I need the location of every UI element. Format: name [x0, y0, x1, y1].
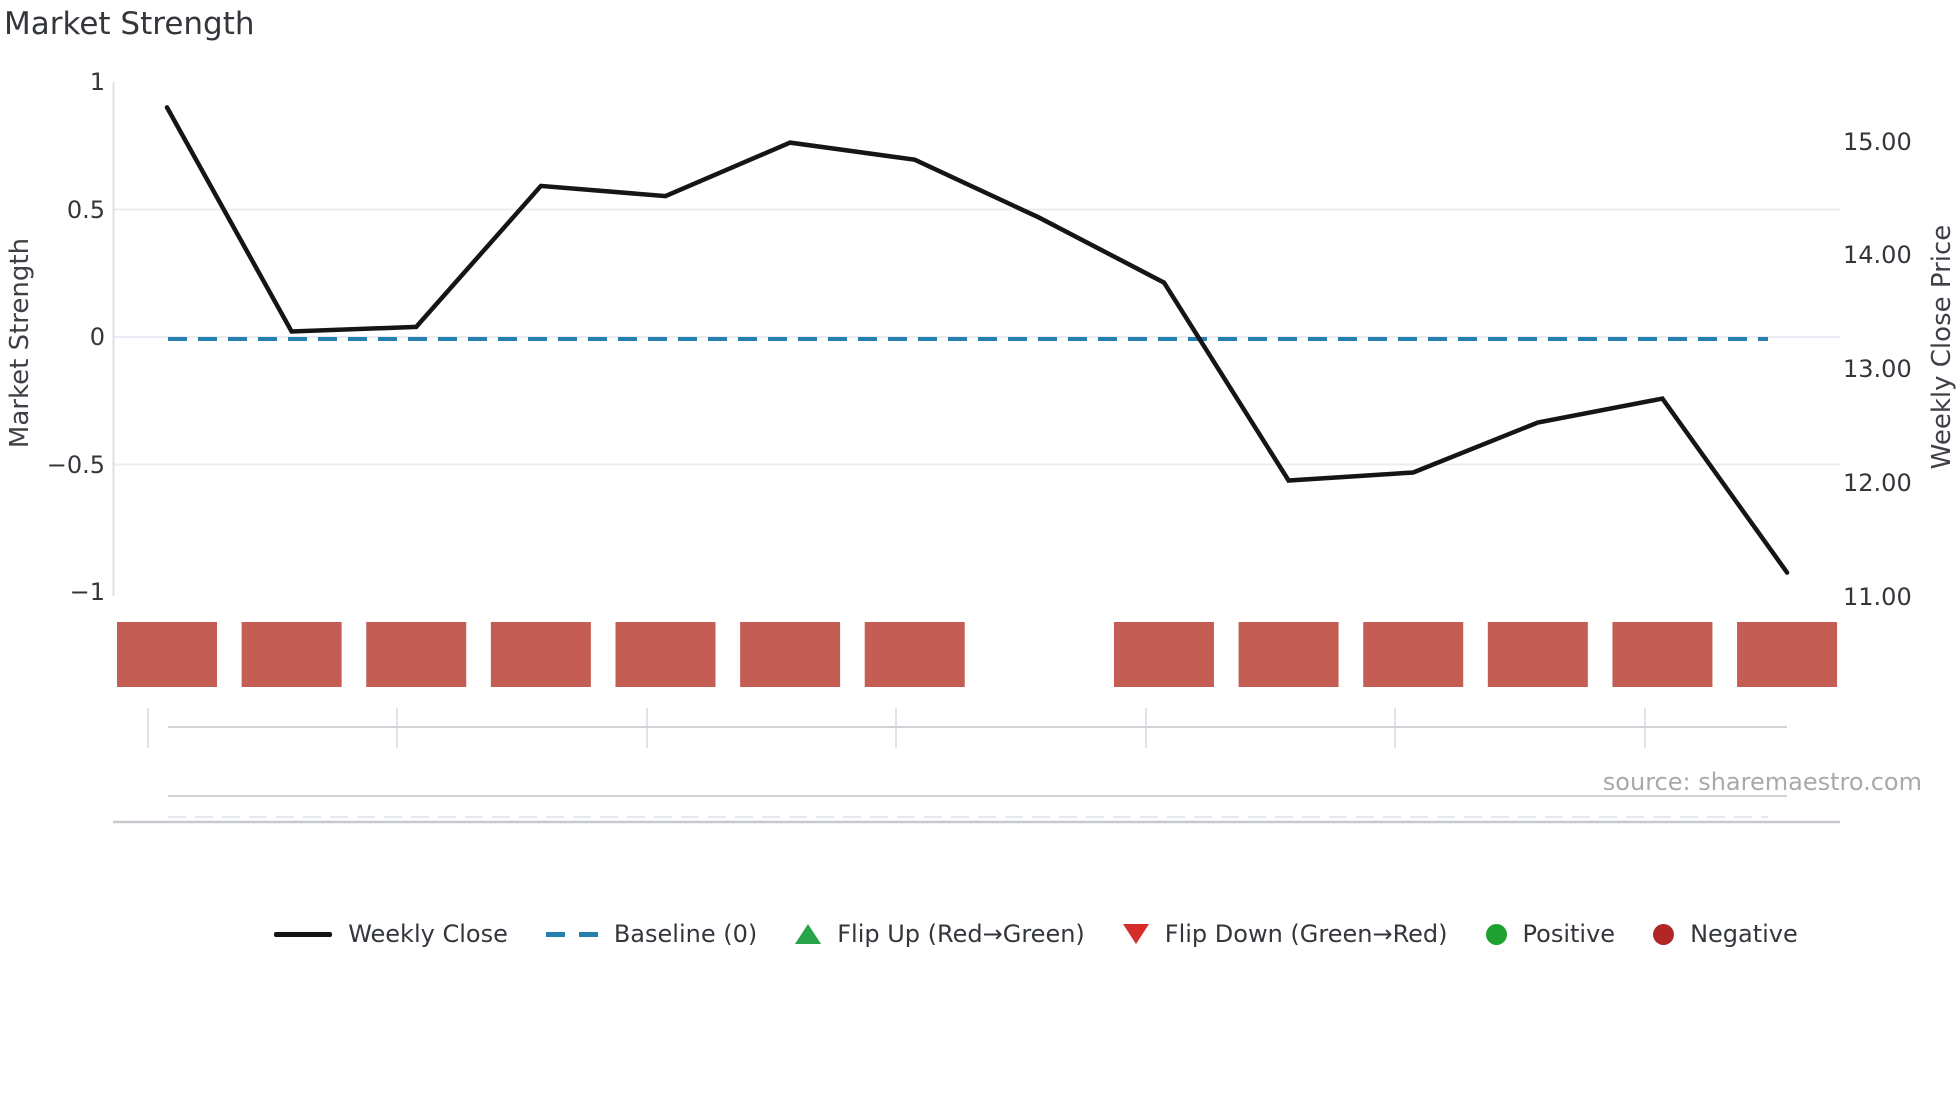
- legend-label: Positive: [1522, 920, 1616, 948]
- right-tick-label: 11.00: [1843, 582, 1912, 611]
- legend-item: Positive: [1485, 920, 1616, 948]
- chart-title: Market Strength: [4, 6, 255, 42]
- triangle-up-icon: [795, 924, 822, 944]
- left-tick-label: −0.5: [46, 450, 105, 479]
- left-tick-label: −1: [69, 578, 105, 606]
- weekly-close-line: [164, 105, 1790, 575]
- right-tick-label: 15.00: [1843, 127, 1912, 156]
- negative-bar: [1737, 622, 1838, 687]
- negative-bar: [1612, 622, 1713, 687]
- negative-bar: [864, 622, 965, 687]
- weekly-close-polyline: [164, 105, 1790, 575]
- line-swatch-icon: [274, 931, 333, 937]
- negative-bar: [1238, 622, 1339, 687]
- circle-icon: [1485, 923, 1507, 945]
- legend-label: Baseline (0): [613, 920, 758, 948]
- negative-bar: [1113, 622, 1214, 687]
- legend-item: Baseline (0): [545, 920, 758, 948]
- legend-label: Weekly Close: [348, 920, 508, 948]
- left-tick-label: 0: [89, 323, 105, 351]
- negative-bar: [366, 622, 467, 687]
- circle-icon: [1653, 923, 1675, 945]
- negative-bar: [490, 622, 591, 687]
- dashed-line-swatch-icon: [545, 931, 598, 937]
- left-tick-label: 0.5: [66, 195, 105, 224]
- legend: Weekly Close Baseline (0) Flip Up (Red→Gre…: [0, 920, 1960, 948]
- legend-item: Flip Down (Green→Red): [1122, 920, 1448, 948]
- source-credit: source: sharemaestro.com: [1602, 768, 1922, 796]
- legend-item: Negative: [1653, 920, 1798, 948]
- triangle-down-icon: [1122, 924, 1149, 944]
- chart-canvas: [112, 82, 1840, 824]
- negative-bar: [740, 622, 841, 687]
- legend-item: Weekly Close: [274, 920, 508, 948]
- negative-bar: [241, 622, 342, 687]
- legend-label: Flip Down (Green→Red): [1164, 920, 1448, 948]
- legend-label: Negative: [1690, 920, 1798, 948]
- negative-bar: [117, 622, 217, 687]
- right-tick-label: 14.00: [1843, 241, 1912, 270]
- left-tick-label: 1: [89, 68, 105, 96]
- negative-bars: [117, 622, 1838, 687]
- negative-bar: [1363, 622, 1464, 687]
- negative-bar: [1487, 622, 1588, 687]
- legend-item: Flip Up (Red→Green): [795, 920, 1085, 948]
- right-tick-label: 13.00: [1843, 355, 1912, 383]
- negative-bar: [615, 622, 716, 687]
- right-tick-label: 12.00: [1843, 468, 1912, 497]
- legend-label: Flip Up (Red→Green): [837, 920, 1085, 948]
